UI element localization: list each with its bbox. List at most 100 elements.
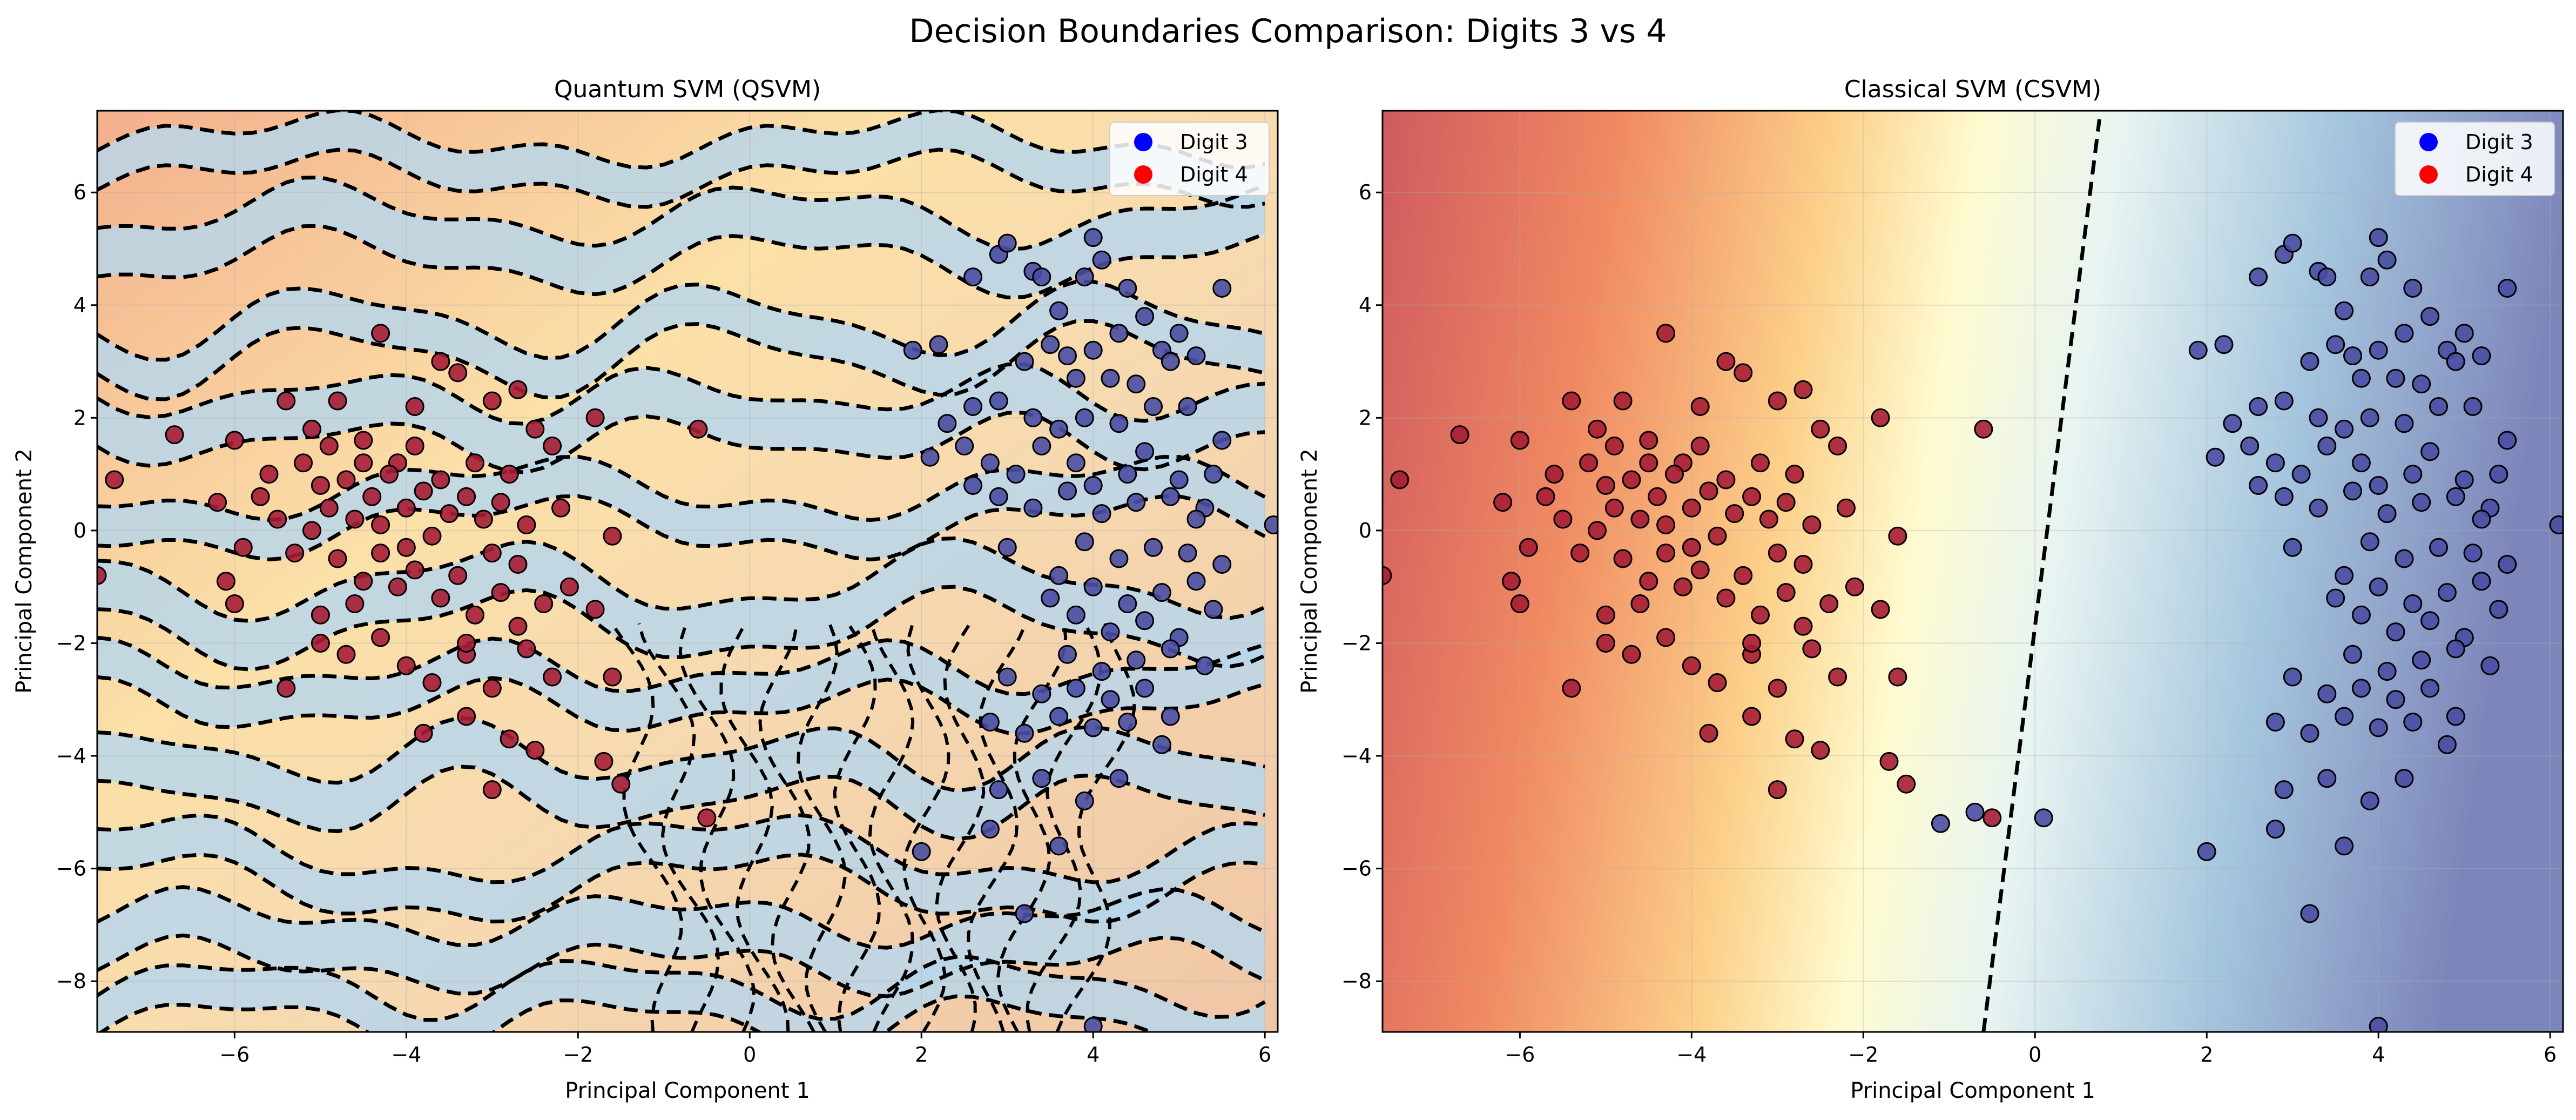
qsvm-point-digit4 [508, 616, 528, 636]
csvm-point-digit4 [1708, 673, 1727, 692]
qsvm-point-digit3 [963, 267, 983, 287]
qsvm-point-digit4 [225, 594, 244, 613]
qsvm-point-digit4 [603, 667, 622, 687]
qsvm-point-digit4 [225, 431, 244, 450]
qsvm-point-digit4 [457, 707, 476, 726]
qsvm-point-digit4 [543, 437, 562, 455]
qsvm-point-digit3 [929, 335, 948, 354]
csvm-legend: Digit 3 Digit 4 [2395, 122, 2555, 196]
qsvm-point-digit4 [466, 605, 484, 625]
csvm-point-digit4 [1793, 380, 1813, 399]
csvm-point-digit3 [2377, 662, 2397, 681]
csvm-ytick-label: 4 [1359, 293, 1372, 317]
qsvm-point-digit3 [1204, 600, 1223, 619]
csvm-point-digit4 [1897, 774, 1916, 794]
csvm-point-digit3 [2395, 549, 2414, 568]
qsvm-point-digit3 [1041, 335, 1060, 354]
csvm-point-digit4 [1630, 594, 1650, 613]
qsvm-point-digit4 [396, 656, 416, 675]
csvm-point-digit4 [1974, 419, 1993, 439]
csvm-point-digit3 [2223, 414, 2242, 433]
qsvm-point-digit3 [1083, 1017, 1103, 1032]
qsvm-point-digit4 [233, 538, 253, 557]
qsvm-point-digit3 [1264, 515, 1278, 534]
qsvm-point-digit4 [336, 645, 356, 664]
qsvm-point-digit3 [1058, 346, 1077, 366]
csvm-point-digit3 [2369, 1017, 2388, 1032]
qsvm-point-digit4 [354, 572, 373, 591]
csvm-point-digit4 [1811, 741, 1830, 760]
csvm-point-digit3 [2351, 605, 2371, 625]
csvm-point-digit4 [1716, 352, 1736, 371]
qsvm-contour-line [935, 622, 986, 1032]
qsvm-point-digit3 [1066, 368, 1085, 388]
qsvm-point-digit4 [482, 391, 502, 411]
qsvm-point-digit3 [1144, 538, 1163, 557]
qsvm-point-digit3 [1101, 622, 1120, 642]
csvm-point-digit3 [2300, 904, 2319, 923]
qsvm-blue-band [97, 815, 1265, 922]
csvm-point-digit4 [1690, 397, 1710, 416]
qsvm-point-digit4 [277, 679, 296, 698]
csvm-point-digit4 [1648, 487, 1667, 506]
csvm-point-digit3 [2437, 583, 2457, 602]
qsvm-contour-line [97, 147, 1265, 209]
qsvm-point-digit4 [311, 605, 330, 625]
qsvm-legend-marker-digit4 [1134, 165, 1152, 184]
qsvm-contour-line [967, 622, 1028, 1032]
qsvm-point-digit4 [525, 741, 545, 760]
qsvm-point-digit4 [208, 493, 227, 512]
qsvm-point-digit3 [1058, 481, 1077, 501]
csvm-ticks: −6 −4 −2 0 2 4 6 −8 −6 −4 −2 0 2 4 6 [1341, 180, 2557, 1067]
qsvm-point-digit3 [1135, 307, 1155, 326]
csvm-point-digit4 [1982, 808, 2002, 828]
qsvm-point-digit3 [997, 233, 1017, 253]
csvm-point-digit3 [2369, 340, 2388, 360]
csvm-point-digit3 [2412, 493, 2431, 512]
csvm-point-digit4 [1639, 431, 1658, 450]
qsvm-point-digit3 [938, 414, 957, 433]
qsvm-point-digit4 [336, 470, 356, 489]
qsvm-contour-line [97, 362, 1265, 426]
qsvm-contour-line [97, 955, 1266, 1022]
qsvm-point-digit4 [482, 679, 502, 698]
csvm-point-digit4 [1639, 572, 1658, 591]
qsvm-point-digit3 [1075, 267, 1094, 287]
qsvm-blue-band [97, 887, 1265, 996]
qsvm-legend-label-digit4: Digit 4 [1180, 163, 1248, 186]
csvm-point-digit4 [1776, 583, 1796, 602]
qsvm-point-digit3 [1109, 324, 1129, 343]
csvm-point-digit3 [1931, 814, 1950, 833]
csvm-point-digit4 [1553, 509, 1573, 529]
csvm-point-digit3 [2317, 769, 2337, 788]
qsvm-point-digit4 [482, 544, 502, 563]
qsvm-point-digit3 [1152, 735, 1171, 754]
csvm-point-digit3 [2335, 836, 2354, 856]
csvm-point-digit3 [2317, 437, 2337, 455]
qsvm-legend-marker-digit3 [1134, 133, 1152, 151]
qsvm-point-digit3 [1212, 555, 1232, 574]
csvm-point-digit4 [1450, 425, 1469, 445]
csvm-point-digit3 [2420, 307, 2440, 326]
qsvm-xtick-label: 4 [1087, 1043, 1100, 1067]
csvm-point-digit4 [1785, 465, 1804, 484]
csvm-xtick-label: −6 [1505, 1043, 1535, 1067]
csvm-point-digit3 [2472, 572, 2491, 591]
csvm-point-digit3 [2335, 707, 2354, 726]
qsvm-point-digit4 [328, 391, 347, 411]
qsvm-ticks: −6 −4 −2 0 2 4 6 −8 −6 −4 −2 0 2 4 6 [56, 180, 1271, 1067]
csvm-axes-frame [1381, 110, 2564, 1033]
qsvm-point-digit3 [1118, 594, 1137, 613]
qsvm-contour-line [719, 622, 790, 1032]
qsvm-point-digit3 [963, 476, 983, 495]
csvm-point-digit3 [2300, 723, 2319, 743]
qsvm-point-digit4 [388, 577, 407, 596]
qsvm-blue-band [97, 281, 1265, 399]
qsvm-xtick-label: −6 [219, 1043, 249, 1067]
csvm-point-digit3 [2214, 335, 2234, 354]
csvm-point-digit3 [2489, 465, 2508, 484]
csvm-point-digit4 [1682, 656, 1701, 675]
csvm-point-digit3 [2386, 690, 2405, 709]
csvm-point-digit4 [1545, 465, 1564, 484]
csvm-point-digit3 [2343, 346, 2362, 366]
